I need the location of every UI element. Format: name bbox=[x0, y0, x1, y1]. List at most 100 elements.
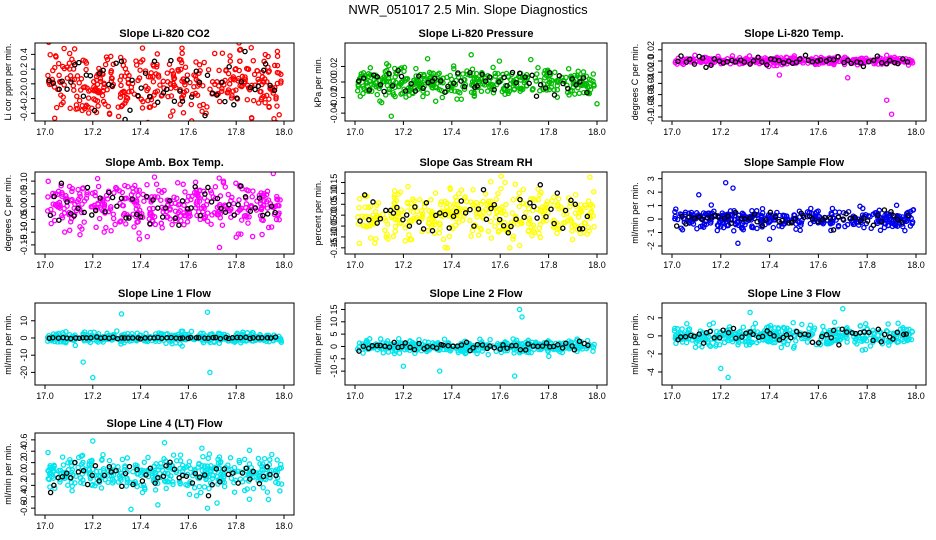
data-point bbox=[482, 206, 489, 213]
data-point bbox=[580, 69, 587, 75]
data-point bbox=[782, 329, 789, 335]
data-point bbox=[87, 329, 94, 336]
data-point-reference bbox=[759, 59, 765, 65]
data-point-reference bbox=[96, 478, 102, 484]
data-point bbox=[236, 43, 242, 46]
data-point-reference bbox=[159, 335, 165, 342]
x-tick-label: 17.4 bbox=[761, 127, 779, 137]
data-point bbox=[140, 98, 146, 105]
data-point bbox=[59, 215, 66, 221]
data-point-outlier bbox=[766, 236, 773, 242]
x-tick-label: 17.2 bbox=[712, 127, 730, 137]
data-point-reference bbox=[160, 473, 167, 480]
y-tick-label: -2 bbox=[646, 242, 656, 250]
data-point bbox=[143, 330, 149, 337]
data-point-reference bbox=[231, 212, 238, 218]
data-point-reference bbox=[556, 73, 563, 79]
data-point-outlier bbox=[722, 179, 729, 186]
data-point-reference bbox=[531, 203, 537, 210]
data-point-outlier bbox=[735, 240, 741, 247]
data-point bbox=[255, 477, 261, 484]
data-point-reference bbox=[142, 335, 148, 341]
data-point-reference bbox=[764, 62, 770, 68]
data-point bbox=[118, 470, 124, 477]
data-point-reference bbox=[755, 54, 761, 60]
data-point-reference bbox=[71, 213, 77, 219]
data-point bbox=[158, 197, 164, 203]
data-point bbox=[226, 81, 233, 87]
data-point bbox=[65, 459, 71, 466]
data-point-reference bbox=[267, 471, 273, 478]
data-point bbox=[835, 222, 842, 229]
data-point bbox=[192, 90, 199, 97]
data-point bbox=[799, 321, 805, 328]
data-point bbox=[205, 455, 211, 462]
data-point-outlier bbox=[106, 110, 113, 117]
data-points bbox=[354, 52, 600, 119]
data-point bbox=[83, 66, 89, 73]
data-point-reference bbox=[899, 219, 905, 225]
data-point bbox=[216, 98, 223, 105]
data-point bbox=[238, 340, 244, 346]
y-tick-label: 0.6 bbox=[19, 434, 29, 447]
data-point bbox=[81, 219, 87, 225]
data-point-reference bbox=[894, 216, 901, 223]
data-point bbox=[528, 56, 534, 63]
data-point-reference bbox=[239, 470, 246, 476]
data-point-reference bbox=[370, 199, 376, 205]
data-point bbox=[488, 235, 495, 241]
data-point-outlier bbox=[696, 192, 702, 198]
data-point bbox=[267, 475, 273, 481]
x-tick-label: 17.8 bbox=[227, 521, 245, 531]
data-point bbox=[432, 98, 439, 104]
data-point-reference bbox=[577, 79, 583, 85]
data-point-reference bbox=[728, 220, 735, 226]
x-tick-label: 17.8 bbox=[227, 260, 245, 270]
x-tick-label: 17.4 bbox=[443, 127, 461, 137]
data-point-reference bbox=[691, 61, 698, 67]
data-point bbox=[815, 208, 821, 214]
data-point bbox=[366, 336, 373, 342]
data-point-reference bbox=[177, 335, 183, 342]
data-point bbox=[194, 202, 201, 208]
data-point bbox=[263, 92, 270, 99]
data-point bbox=[256, 192, 263, 199]
data-point bbox=[679, 227, 686, 233]
data-point bbox=[124, 95, 131, 101]
y-tick-label: -0.04 bbox=[646, 73, 656, 94]
data-point bbox=[909, 219, 916, 225]
data-point-reference bbox=[122, 470, 129, 477]
data-point bbox=[79, 452, 86, 459]
data-point bbox=[244, 187, 250, 193]
y-tick-label: 10 bbox=[19, 316, 29, 326]
data-point-reference bbox=[759, 222, 766, 229]
data-point bbox=[373, 236, 379, 242]
y-tick-label: 0.10 bbox=[329, 185, 339, 203]
data-point bbox=[895, 339, 902, 345]
data-point bbox=[45, 194, 51, 200]
data-point bbox=[535, 186, 541, 192]
data-point bbox=[367, 65, 374, 71]
data-point bbox=[158, 464, 164, 470]
data-point bbox=[57, 479, 63, 485]
data-point-reference bbox=[905, 212, 911, 219]
data-point bbox=[469, 227, 476, 234]
data-point bbox=[231, 489, 238, 495]
data-point bbox=[516, 203, 523, 210]
y-tick-label: -0.05 bbox=[329, 216, 339, 237]
data-point bbox=[566, 346, 572, 352]
data-point-reference bbox=[407, 344, 413, 351]
data-point bbox=[535, 197, 541, 203]
data-point bbox=[473, 199, 480, 206]
data-point bbox=[164, 470, 171, 476]
data-point bbox=[537, 221, 543, 228]
data-point-reference bbox=[374, 342, 380, 349]
data-point-reference bbox=[51, 482, 57, 489]
data-point bbox=[234, 209, 241, 216]
data-point bbox=[577, 202, 584, 208]
data-point-reference bbox=[471, 223, 477, 229]
data-point-outlier bbox=[888, 111, 895, 117]
data-point-reference bbox=[576, 338, 583, 345]
data-point bbox=[83, 103, 89, 110]
data-point-reference bbox=[467, 69, 473, 76]
